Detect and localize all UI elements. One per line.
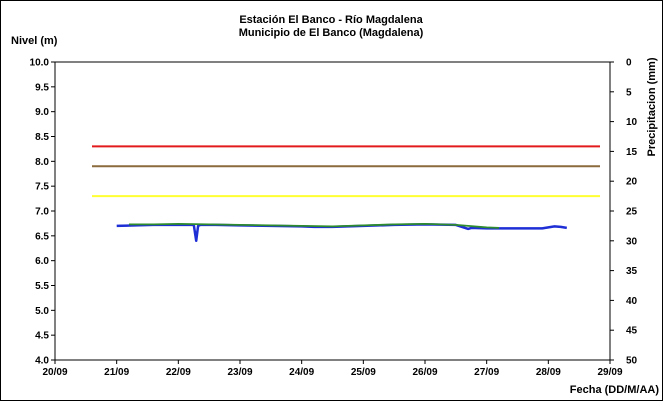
x-tick-label: 28/09 [536,367,561,378]
chart-title: Estación El Banco - Río Magdalena [239,14,423,26]
y2-tick-label: 5 [626,87,632,98]
y-tick-label: 8.5 [35,132,49,143]
chart-subtitle: Municipio de El Banco (Magdalena) [239,27,424,39]
x-tick-label: 26/09 [412,367,437,378]
x-axis-label: Fecha (DD/M/AA) [570,384,660,396]
x-tick-label: 21/09 [104,367,129,378]
x-tick-label: 29/09 [597,367,622,378]
x-tick-label: 20/09 [42,367,67,378]
x-tick-label: 27/09 [474,367,499,378]
y2-tick-label: 35 [626,266,638,277]
x-tick-label: 22/09 [166,367,191,378]
y-tick-label: 6.0 [35,256,49,267]
y-tick-label: 6.5 [35,231,49,242]
y-tick-label: 4.5 [35,331,49,342]
y-tick-label: 8.0 [35,157,49,168]
x-tick-label: 23/09 [227,367,252,378]
y2-tick-label: 15 [626,147,638,158]
y-tick-label: 9.5 [35,82,49,93]
y2-tick-label: 20 [626,177,638,188]
y2-tick-label: 0 [626,58,632,69]
y-tick-label: 7.5 [35,182,49,193]
x-tick-label: 25/09 [351,367,376,378]
y-tick-label: 4.0 [35,356,49,367]
y2-tick-label: 30 [626,236,638,247]
plot-area: 4.0 4.5 5.0 5.5 6.0 6.5 7.0 7.5 8.0 8.5 9.0 9.5 10.0… [30,58,638,379]
y-axis-label: Nivel (m) [11,35,58,47]
y2-tick-label: 25 [626,207,638,218]
y2-tick-label: 50 [626,356,638,367]
y-tick-label: 10.0 [30,58,50,69]
level-series-line-2 [129,222,500,229]
y-tick-label: 7.0 [35,207,49,218]
y2-tick-label: 40 [626,296,638,307]
y2-tick-label: 10 [626,117,638,128]
plot-border [54,61,611,361]
y-tick-label: 5.0 [35,306,49,317]
y2-axis-label: Precipitacion (mm) [646,57,658,156]
x-tick-label: 24/09 [289,367,314,378]
y-tick-label: 5.5 [35,281,49,292]
y2-tick-label: 45 [626,326,638,337]
y-tick-label: 9.0 [35,107,49,118]
